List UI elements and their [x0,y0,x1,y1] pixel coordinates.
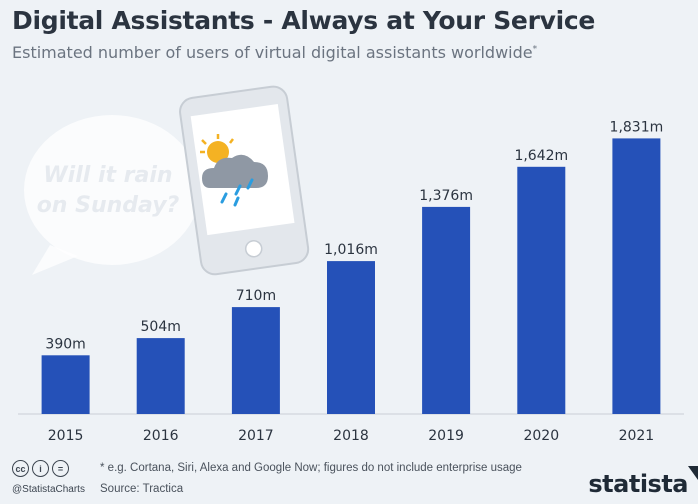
bar-2016 [136,338,185,414]
bubble-text-line2: on Sunday? [37,193,180,218]
license-icons: cc i = [12,460,69,477]
bar-2021 [612,138,661,414]
bar-2020 [517,166,566,414]
subtitle-footnote-mark: * [532,44,538,55]
footnote: * e.g. Cortana, Siri, Alexa and Google N… [100,462,522,474]
data-label-2019: 1,376m [419,188,473,204]
x-tick-label-2020: 2020 [523,428,559,444]
bar-2018 [327,261,375,414]
chart-subtitle: Estimated number of users of virtual dig… [12,43,537,62]
speech-bubble-icon [24,115,200,275]
x-tick-label-2016: 2016 [143,428,179,444]
source: Source: Tractica [100,483,184,495]
creative-commons-icon: cc [12,460,29,477]
no-derivatives-icon: = [52,460,69,477]
data-label-2018: 1,016m [324,242,378,258]
data-label-2020: 1,642m [514,148,568,164]
data-label-2015: 390m [45,336,85,352]
statista-charts-handle[interactable]: @StatistaCharts [12,484,85,495]
x-tick-label-2021: 2021 [619,428,655,444]
bar-2015 [41,355,90,414]
x-tick-label-2018: 2018 [333,428,369,444]
illustration: Will it rain on Sunday? [24,85,310,276]
footer: cc i = @StatistaCharts * e.g. Cortana, S… [0,452,698,504]
chart-title: Digital Assistants - Always at Your Serv… [12,6,596,35]
data-label-2016: 504m [141,319,181,335]
sun-cloud-rain-icon [200,134,268,207]
statista-logo-mark [688,466,698,480]
data-label-2021: 1,831m [610,119,664,135]
bar-2017 [231,307,280,414]
statista-logo[interactable]: statista [588,470,688,498]
attribution-icon: i [32,460,49,477]
x-tick-label-2019: 2019 [428,428,464,444]
x-tick-label-2015: 2015 [48,428,84,444]
subtitle-text: Estimated number of users of virtual dig… [12,43,533,62]
bubble-text-line1: Will it rain [43,163,172,188]
bar-series: 390m 2015 504m 2016 710m 2017 1,016m 2018 1,376m… [41,119,664,444]
data-label-2017: 710m [236,288,276,304]
bar-2019 [422,206,471,414]
x-tick-label-2017: 2017 [238,428,274,444]
